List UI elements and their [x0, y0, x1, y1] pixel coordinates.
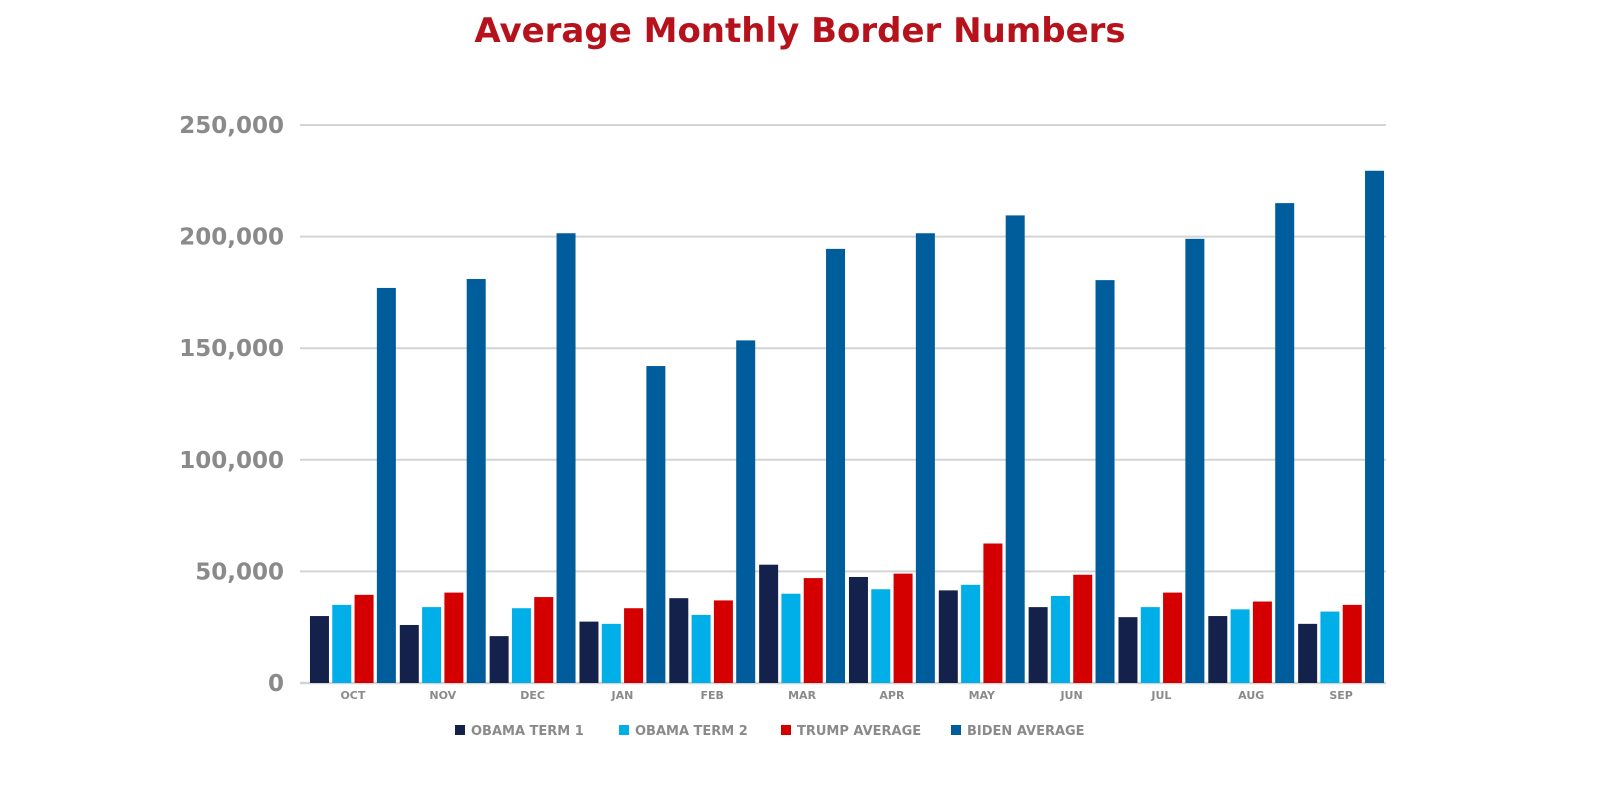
bar-may-trump-average — [983, 543, 1003, 683]
legend-label: TRUMP AVERAGE — [797, 724, 921, 739]
legend-label: OBAMA TERM 2 — [635, 724, 748, 739]
bar-sep-obama-term-1 — [1298, 623, 1318, 683]
bar-sep-obama-term-2 — [1320, 611, 1340, 683]
x-tick-label: SEP — [1329, 689, 1353, 702]
bar-jan-biden-average — [646, 366, 666, 683]
bar-jan-obama-term-2 — [601, 623, 621, 683]
bar-apr-biden-average — [915, 233, 935, 683]
bar-aug-obama-term-1 — [1208, 616, 1228, 683]
legend-swatch — [455, 725, 465, 735]
legend-swatch — [781, 725, 791, 735]
x-tick-label: JUN — [1059, 689, 1082, 702]
bar-jun-obama-term-1 — [1028, 607, 1048, 683]
y-tick-label: 100,000 — [179, 448, 284, 474]
x-tick-label: MAY — [969, 689, 996, 702]
bar-dec-obama-term-2 — [511, 608, 531, 683]
bar-aug-trump-average — [1252, 601, 1272, 683]
bar-may-obama-term-2 — [961, 584, 981, 683]
bar-dec-obama-term-1 — [489, 636, 509, 683]
bar-jan-obama-term-1 — [579, 621, 599, 683]
bar-nov-obama-term-2 — [422, 607, 442, 683]
legend-swatch — [951, 725, 961, 735]
bar-oct-biden-average — [376, 287, 396, 683]
x-axis-tick-labels: OCT NOV DEC JAN FEB MAR APR MAY JUN JUL AUG SEP — [340, 689, 1352, 702]
bar-mar-biden-average — [826, 248, 846, 683]
x-tick-label: JAN — [611, 689, 634, 702]
bar-may-obama-term-1 — [938, 590, 958, 683]
x-tick-label: APR — [879, 689, 905, 702]
x-tick-label: MAR — [788, 689, 816, 702]
x-tick-label: DEC — [520, 689, 545, 702]
bar-feb-biden-average — [736, 340, 756, 683]
y-tick-label: 50,000 — [195, 559, 284, 585]
x-tick-label: JUL — [1150, 689, 1171, 702]
bar-nov-biden-average — [466, 279, 486, 683]
bar-jul-trump-average — [1163, 592, 1183, 683]
bar-dec-trump-average — [534, 597, 554, 683]
bar-jun-obama-term-2 — [1050, 595, 1070, 683]
bar-mar-obama-term-1 — [759, 564, 779, 683]
legend-label: OBAMA TERM 1 — [471, 724, 584, 739]
chart-title: Average Monthly Border Numbers — [474, 11, 1125, 51]
bar-jul-obama-term-2 — [1140, 607, 1160, 683]
x-tick-label: AUG — [1238, 689, 1264, 702]
y-tick-label: 200,000 — [179, 225, 284, 251]
bar-aug-obama-term-2 — [1230, 609, 1250, 683]
bar-mar-trump-average — [803, 578, 823, 683]
bar-apr-trump-average — [893, 573, 913, 683]
x-tick-label: FEB — [701, 689, 724, 702]
bar-may-biden-average — [1005, 215, 1025, 683]
bar-feb-obama-term-1 — [669, 598, 689, 683]
bar-jun-biden-average — [1095, 280, 1115, 683]
bar-apr-obama-term-1 — [848, 576, 868, 683]
y-tick-label: 250,000 — [179, 113, 284, 139]
bar-jul-obama-term-1 — [1118, 617, 1138, 683]
bar-jun-trump-average — [1073, 574, 1093, 683]
y-axis-tick-labels: 0 50,000 100,000 150,000 200,000 250,000 — [179, 113, 284, 697]
bar-nov-trump-average — [444, 592, 464, 683]
bar-sep-trump-average — [1342, 604, 1362, 683]
bar-nov-obama-term-1 — [399, 624, 419, 683]
bar-sep-biden-average — [1365, 170, 1385, 684]
bar-oct-trump-average — [354, 594, 374, 683]
bar-jan-trump-average — [624, 608, 644, 683]
legend-label: BIDEN AVERAGE — [967, 724, 1085, 739]
bar-feb-trump-average — [713, 600, 733, 683]
x-tick-label: NOV — [429, 689, 456, 702]
bar-feb-obama-term-2 — [691, 614, 711, 683]
x-tick-label: OCT — [340, 689, 365, 702]
legend: OBAMA TERM 1 OBAMA TERM 2 TRUMP AVERAGE BID… — [455, 724, 1085, 739]
bar-jul-biden-average — [1185, 238, 1205, 683]
bar-apr-obama-term-2 — [871, 589, 891, 683]
y-tick-label: 150,000 — [179, 336, 284, 362]
legend-swatch — [619, 725, 629, 735]
bar-mar-obama-term-2 — [781, 593, 801, 683]
y-tick-label: 0 — [268, 671, 284, 697]
bar-aug-biden-average — [1275, 203, 1295, 683]
bar-dec-biden-average — [556, 233, 576, 683]
bar-oct-obama-term-1 — [309, 616, 329, 683]
bars — [309, 170, 1385, 684]
bar-oct-obama-term-2 — [332, 604, 352, 683]
